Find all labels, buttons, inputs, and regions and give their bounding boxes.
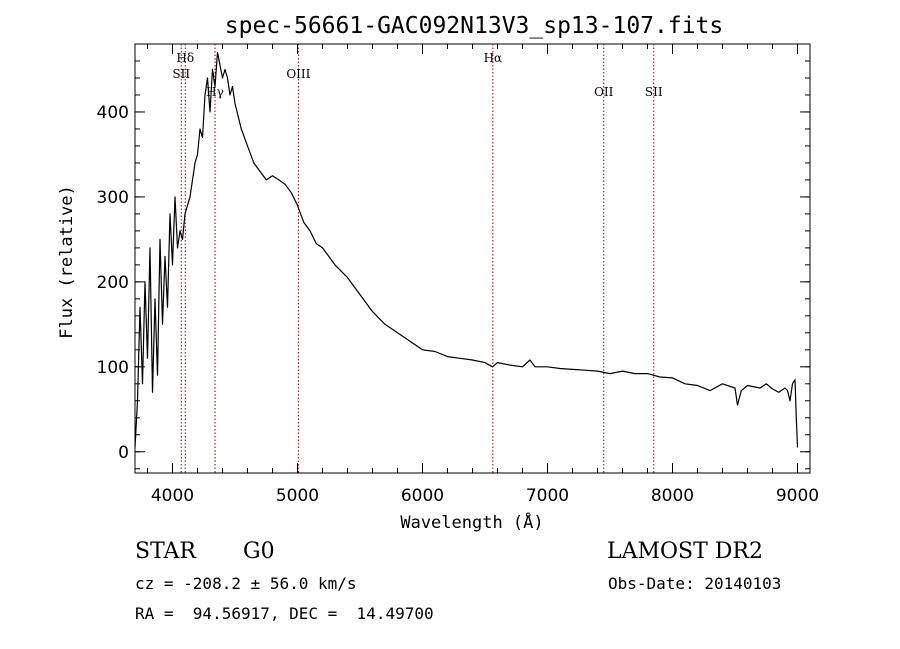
survey-name: LAMOST DR2	[607, 539, 763, 564]
emission-line-label: Hα	[484, 51, 503, 65]
y-axis-label: Flux (relative)	[57, 185, 77, 339]
y-tick-label: 200	[97, 273, 129, 293]
y-tick-label: 300	[97, 188, 129, 208]
observation-date: Obs-Date: 20140103	[608, 574, 782, 593]
y-axis: 0 100 200 300 400	[97, 43, 810, 470]
spectrum-series	[134, 51, 799, 448]
object-class: STAR	[135, 539, 196, 564]
y-tick-label: 100	[97, 358, 129, 378]
x-tick-label: 6000	[401, 486, 444, 506]
emission-line-label: OII	[594, 85, 614, 99]
spectrum-line	[134, 51, 799, 448]
x-tick-label: 8000	[651, 486, 694, 506]
x-tick-label: 4000	[151, 486, 194, 506]
emission-line-label: SII	[172, 67, 190, 81]
x-axis-label: Wavelength (Å)	[400, 511, 543, 533]
y-tick-label: 0	[118, 443, 129, 463]
x-tick-label: 5000	[276, 486, 319, 506]
coordinates-readout: RA = 94.56917, DEC = 14.49700	[135, 604, 434, 623]
x-tick-label: 9000	[776, 486, 819, 506]
redshift-readout: cz = -208.2 ± 56.0 km/s	[135, 574, 357, 593]
emission-line-label: OIII	[286, 67, 310, 81]
chart-title: spec-56661-GAC092N13V3_sp13-107.fits	[225, 13, 724, 39]
x-axis: 4000 5000 6000 7000 8000 9000	[147, 44, 819, 506]
emission-line-label: SII	[645, 85, 663, 99]
emission-line-label: Hδ	[176, 51, 194, 65]
spectral-subclass: G0	[243, 539, 275, 564]
y-tick-label: 400	[97, 103, 129, 123]
x-tick-label: 7000	[526, 486, 569, 506]
